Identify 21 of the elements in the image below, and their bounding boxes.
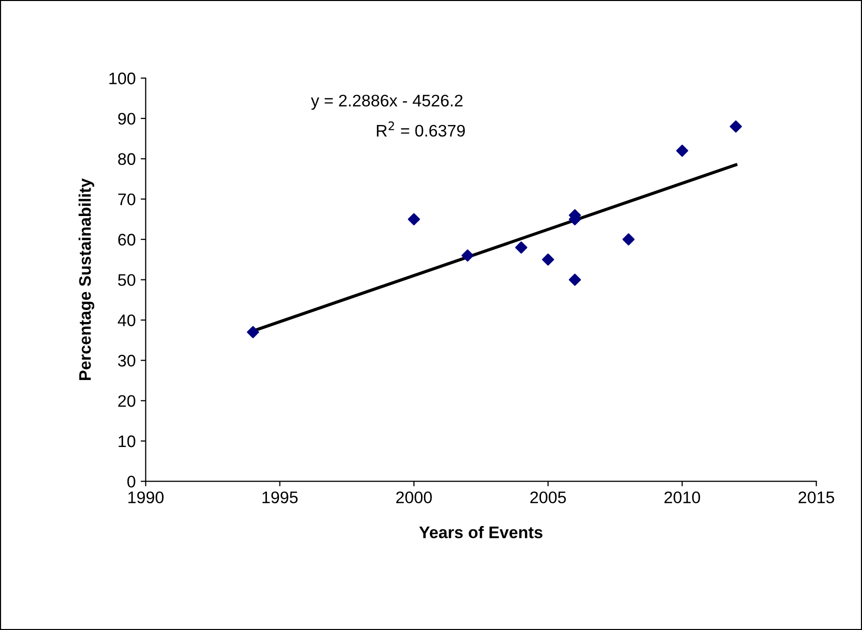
y-tick-label: 70 <box>118 193 136 206</box>
y-tick-label: 100 <box>109 72 136 84</box>
y-tick-label: 10 <box>118 435 136 448</box>
y-tick-label: 90 <box>118 112 136 125</box>
x-tick-label: 1995 <box>262 491 298 504</box>
y-tick-label: 80 <box>118 153 136 165</box>
x-axis-title: Years of Events <box>419 526 542 538</box>
y-tick-label: 20 <box>118 395 136 407</box>
y-tick-label: 60 <box>118 234 136 246</box>
annotation: y = 2.2886x - 4526.2 <box>310 94 462 110</box>
annotation: R$^{2}$ = 0.6379 <box>376 121 465 137</box>
x-tick-label: 2010 <box>664 491 700 504</box>
y-tick-label: 30 <box>118 354 136 367</box>
x-tick-label: 2000 <box>396 491 432 504</box>
y-tick-label: 40 <box>118 314 136 326</box>
y-tick-label: 0 <box>127 476 136 488</box>
x-tick-label: 2005 <box>530 491 566 504</box>
x-tick-label: 2015 <box>798 491 834 504</box>
y-axis-title: Percentage Sustainability <box>78 178 94 380</box>
x-tick-label: 1990 <box>128 491 164 504</box>
y-tick-label: 50 <box>118 274 136 286</box>
